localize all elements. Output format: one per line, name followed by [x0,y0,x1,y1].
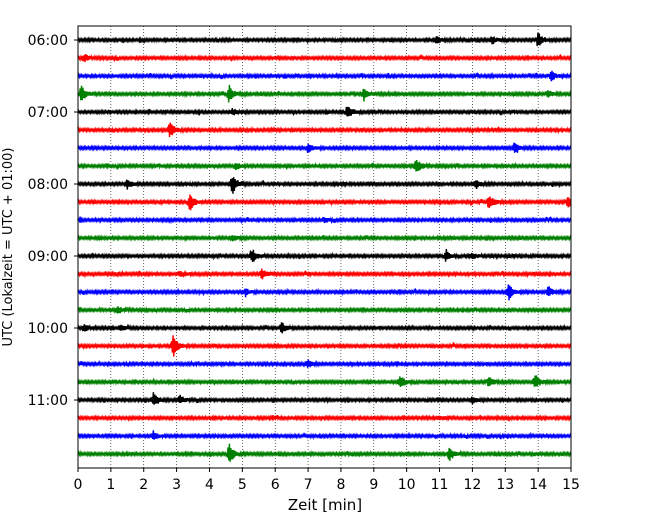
seismogram-trace [77,359,572,369]
x-tick-label: 1 [106,477,115,493]
x-tick-label: 11 [431,477,449,493]
x-axis: 0 1 2 3 4 5 6 7 8 9 10 11 12 13 14 15 [74,468,580,493]
x-tick-label: 10 [398,477,416,493]
seismogram-trace [77,122,572,137]
seismogram-trace [77,84,572,103]
seismogram-trace [77,233,572,243]
x-tick-label: 9 [369,477,378,493]
x-tick-label: 2 [139,477,148,493]
seismogram-trace [77,322,572,334]
seismogram-trace [77,159,572,172]
y-tick-label: 11:00 [28,393,68,409]
x-tick-label: 7 [304,477,313,493]
seismogram-trace [77,70,572,82]
y-tick-label: 07:00 [28,105,68,121]
x-tick-label: 12 [463,477,481,493]
seismogram-trace [77,53,572,63]
seismogram-trace [77,248,572,263]
x-tick-label: 3 [172,477,181,493]
y-tick-label: 09:00 [28,249,68,265]
y-tick-label: 08:00 [28,177,68,193]
seismogram-trace [77,392,572,405]
seismogram-trace [77,142,572,153]
seismogram-trace [77,106,572,117]
seismogram-trace [77,32,572,47]
seismogram-trace [77,413,572,423]
x-tick-label: 4 [205,477,214,493]
x-tick-label: 6 [271,477,280,493]
y-tick-label: 06:00 [28,33,68,49]
seismogram-trace [77,268,572,280]
seismogram-trace [77,305,572,315]
y-axis: 06:00 07:00 08:00 09:00 10:00 11:00 [28,33,78,409]
x-tick-label: 0 [74,477,83,493]
x-tick-label: 14 [529,477,547,493]
x-tick-label: 15 [562,477,580,493]
seismogram-trace [77,443,572,462]
seismogram-trace [77,284,572,301]
seismogram-trace [77,216,572,225]
y-tick-label: 10:00 [28,321,68,337]
seismogram-trace [77,375,572,387]
x-tick-label: 5 [238,477,247,493]
seismogram-trace [77,194,572,211]
seismogram-trace [77,335,572,357]
x-tick-label: 13 [496,477,514,493]
x-tick-label: 8 [336,477,345,493]
x-axis-label: Zeit [min] [288,496,362,514]
plot-frame [77,25,572,469]
y-axis-label: UTC (Lokalzeit = UTC + 01:00) [1,148,16,347]
seismogram-trace [77,177,572,194]
seismogram-trace [77,430,572,441]
seismogram-traces [77,32,572,462]
